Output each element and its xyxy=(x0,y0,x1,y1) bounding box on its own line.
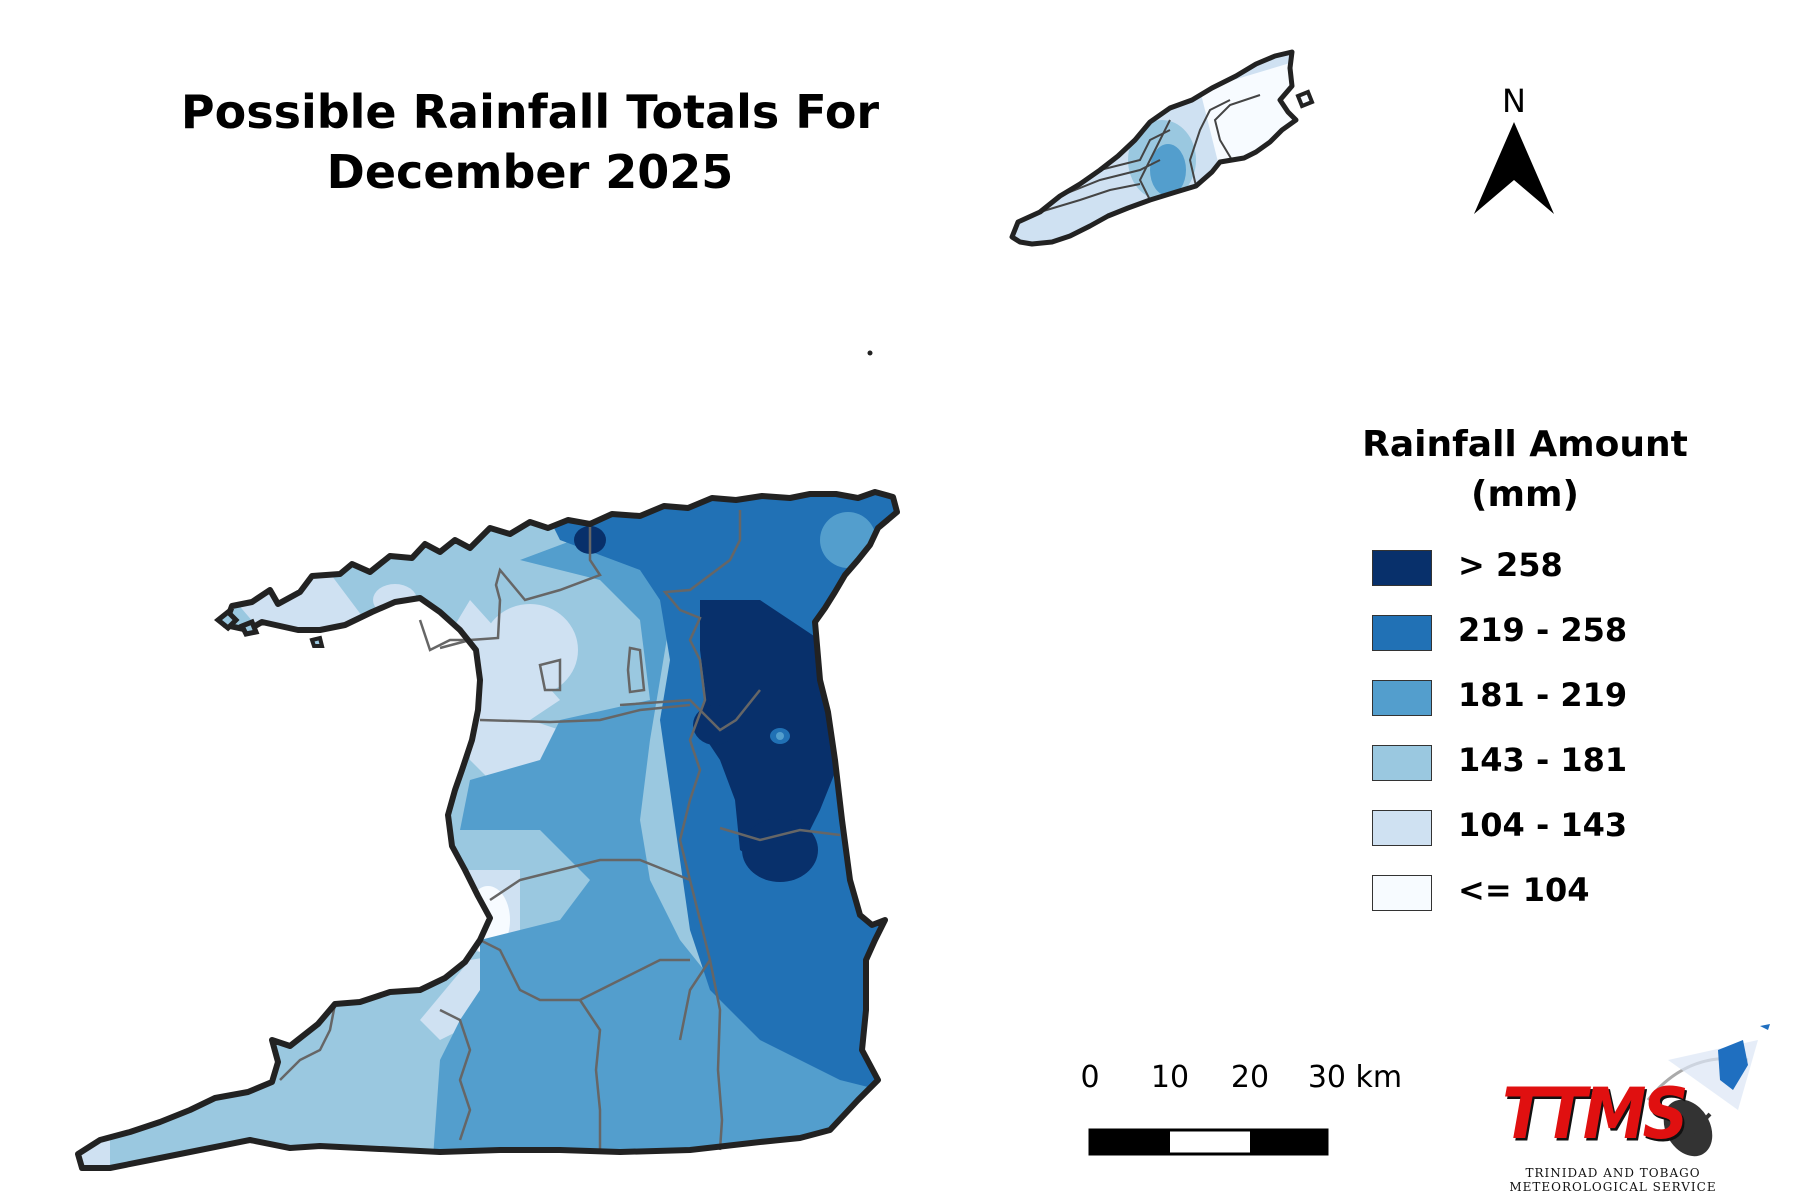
scale-label-30-km: 30 km xyxy=(1307,1060,1403,1095)
north-arrow-label: N xyxy=(1502,82,1526,120)
legend-swatch xyxy=(1372,680,1432,716)
scale-label-10: 10 xyxy=(1150,1060,1190,1095)
tobago-islet xyxy=(1295,89,1315,109)
zone-104-143-santacruz xyxy=(482,604,578,696)
zone-181-219-dot xyxy=(776,732,784,740)
tobago-region-boundaries xyxy=(1039,94,1261,213)
legend-swatch xyxy=(1372,550,1432,586)
tobago-island xyxy=(1009,49,1315,247)
trinidad-coastline xyxy=(75,489,900,1171)
scale-bar-segment-1 xyxy=(1090,1130,1170,1154)
satellite-dish-icon xyxy=(1663,1099,1713,1157)
trinidad-region-boundaries xyxy=(279,510,841,1151)
legend-swatch xyxy=(1372,875,1432,911)
legend-label: > 258 xyxy=(1458,546,1563,584)
legend-title: Rainfall Amount (mm) xyxy=(1360,420,1690,520)
zone-181-219-northeast xyxy=(820,512,876,568)
map-title-line1: Possible Rainfall Totals For xyxy=(180,85,880,139)
legend-label: 219 - 258 xyxy=(1458,611,1628,649)
scale-label-0: 0 xyxy=(1080,1060,1100,1095)
logo-trinidad-icon xyxy=(1718,1040,1748,1090)
legend-swatch xyxy=(1372,810,1432,846)
zone-181-219-central xyxy=(430,530,897,1168)
dish-antenna xyxy=(1691,1112,1712,1134)
offshore-islet-west-2 xyxy=(238,618,260,637)
north-arrow-icon xyxy=(1474,122,1554,214)
legend-swatch xyxy=(1372,745,1432,781)
ttms-subtitle-line2: METEOROLOGICAL SERVICE xyxy=(1509,1180,1717,1194)
ttms-logo-text: TTMS xyxy=(1502,1074,1689,1156)
offshore-dot xyxy=(867,350,873,356)
north-arrow: N xyxy=(1474,82,1554,214)
scale-label-20: 20 xyxy=(1230,1060,1270,1095)
map-title-line2: December 2025 xyxy=(326,145,734,199)
legend-swatch xyxy=(1372,615,1432,651)
ttms-logo xyxy=(1646,1024,1770,1157)
trinidad-island xyxy=(75,350,900,1171)
scale-bar-segment-3 xyxy=(1250,1130,1327,1154)
scale-bar xyxy=(1088,1128,1329,1156)
offshore-islet-bay xyxy=(309,635,325,648)
tobago-coastline xyxy=(1009,49,1299,247)
legend-label: 104 - 143 xyxy=(1458,806,1628,844)
legend-label: <= 104 xyxy=(1458,871,1590,909)
map-title: Possible Rainfall Totals For December 20… xyxy=(150,82,910,202)
legend-title-line1: Rainfall Amount xyxy=(1362,424,1688,465)
legend-title-line2: (mm) xyxy=(1471,474,1579,515)
zone-gt-258-south-core xyxy=(742,818,818,882)
tobago-zone-181-219 xyxy=(1150,144,1186,196)
legend-label: 181 - 219 xyxy=(1458,676,1628,714)
ttms-subtitle-line1: TRINIDAD AND TOBAGO xyxy=(1525,1166,1701,1180)
legend-label: 143 - 181 xyxy=(1458,741,1628,779)
offshore-islet-west xyxy=(213,608,240,632)
logo-tobago-icon xyxy=(1760,1024,1770,1030)
